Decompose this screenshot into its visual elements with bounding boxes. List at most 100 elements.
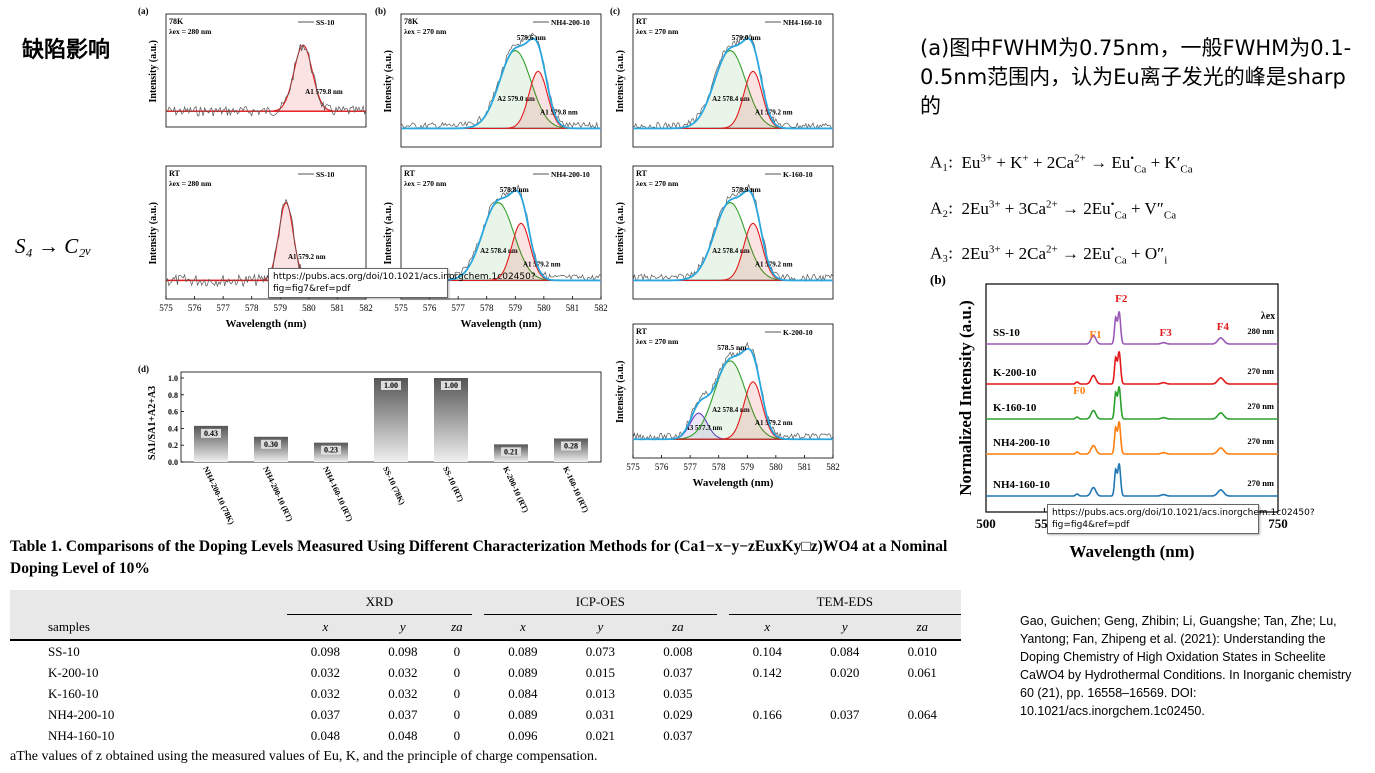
table-cell: 0.142	[752, 664, 782, 680]
table-cell: 0.015	[585, 664, 615, 680]
plot-frame	[165, 165, 367, 300]
panel-letter: (d)	[138, 364, 149, 374]
temperature-label: RT	[636, 169, 647, 178]
table-cell	[884, 725, 962, 746]
equation-a2: A₂: 2Eu3+ + 3Ca2+ → 2Eu•Ca + V″Ca	[930, 198, 1177, 222]
table-cell: 0.029	[663, 706, 693, 722]
measured-spectrum	[632, 33, 834, 130]
temperature-label: RT	[404, 169, 415, 178]
peak-label: A3 577.3 nm	[685, 424, 723, 432]
column-header: x	[728, 614, 807, 641]
y-axis-label: Intensity (a.u.)	[615, 50, 626, 113]
point-group-label: S₄ → C₂ᵥ	[15, 234, 92, 258]
plot-frame	[632, 165, 834, 300]
table-cell: 0	[453, 685, 461, 701]
table-cell: 0.098	[310, 643, 340, 659]
table-cell: 0.010	[907, 643, 937, 659]
peak-label: A2 578.4 nm	[480, 247, 518, 255]
temperature-label: 78K	[404, 17, 419, 26]
measured-spectrum	[165, 44, 367, 117]
emission-series	[986, 421, 1278, 455]
table-cell: NH4-200-10	[48, 706, 115, 722]
table-row: K-160-10 0.032 0.032 0 0.084 0.013 0.035	[10, 683, 961, 704]
y-tick-label: 0.0	[168, 458, 178, 467]
x-tick-label: 577	[683, 462, 697, 472]
plot-frame	[632, 323, 834, 459]
table-cell: 0.089	[508, 643, 538, 659]
table-cell: 0.032	[310, 685, 340, 701]
fit-envelope	[401, 37, 602, 130]
x-tick-label: 577	[216, 303, 230, 313]
bar-value-label: 0.28	[564, 441, 578, 450]
peak-label: A1 579.2 nm	[755, 260, 793, 268]
peak-a2	[632, 202, 834, 281]
table-cell: 0	[453, 643, 461, 659]
peak-a1	[165, 44, 367, 112]
x-tick-label: 578	[245, 303, 259, 313]
y-axis-label: Intensity (a.u.)	[615, 202, 626, 265]
x-tick-label: NH4-160-10 (RT)	[321, 465, 354, 523]
transition-label: F1	[1089, 329, 1101, 341]
excitation-label: λex = 270 nm	[636, 337, 679, 346]
y-tick-label: 0.2	[168, 441, 178, 450]
link-tooltip-fig4[interactable]: https://pubs.acs.org/doi/10.1021/acs.ino…	[1047, 504, 1315, 534]
table-cell: K-200-10	[48, 664, 99, 680]
peak-max-label: 579.0 nm	[732, 33, 762, 42]
table-cell: SS-10	[48, 643, 80, 659]
peak-label: A1 579.2 nm	[755, 419, 793, 427]
table-row: NH4-160-10 0.048 0.048 0 0.096 0.021 0.037	[10, 725, 961, 746]
x-tick-label: 578	[480, 303, 494, 313]
peak-max-label: 578.5 nm	[717, 343, 747, 352]
excitation-label: λex = 280 nm	[169, 27, 212, 36]
excitation-label: λex = 270 nm	[636, 27, 679, 36]
bar	[374, 378, 408, 462]
legend-entry: NH4-200-10	[551, 18, 590, 27]
table-cell: 0.084	[508, 685, 538, 701]
x-tick-label: 580	[769, 462, 783, 472]
excitation-label: λex = 270 nm	[636, 179, 679, 188]
table-cell	[806, 683, 883, 704]
peak-max-label: 579.6 nm	[517, 33, 547, 42]
table-cell: NH4-160-10	[48, 727, 115, 743]
table-cell: 0.013	[585, 685, 615, 701]
peak-label: A1 579.2 nm	[288, 253, 326, 261]
x-tick-label: SS-10 (78K)	[381, 465, 407, 506]
x-tick-label: 500	[976, 516, 996, 531]
x-tick-label: 580	[302, 303, 316, 313]
table-cell	[729, 725, 806, 746]
table-cell: 0	[453, 727, 461, 743]
peak-label: A1 579.2 nm	[755, 108, 793, 116]
temperature-label: RT	[636, 17, 647, 26]
bar	[434, 378, 468, 462]
emission-series	[986, 311, 1278, 345]
series-label: NH4-200-10	[993, 437, 1050, 449]
table-cell	[729, 683, 806, 704]
fit-envelope	[633, 37, 833, 130]
table-cell: 0.037	[388, 706, 418, 722]
table-cell: 0.048	[310, 727, 340, 743]
temperature-label: 78K	[169, 17, 184, 26]
column-header: za	[441, 614, 473, 641]
fwhm-note: (a)图中FWHM为0.75nm，一般FWHM为0.1-0.5nm范围内，认为E…	[920, 36, 1352, 118]
series-excitation: 270 nm	[1247, 366, 1274, 376]
table-cell: 0	[453, 664, 461, 680]
table-cell: 0.037	[830, 706, 860, 722]
slide-title: 缺陷影响	[22, 38, 111, 63]
x-tick-label: 575	[159, 303, 173, 313]
x-tick-label: 579	[509, 303, 523, 313]
bar-value-label: 1.00	[444, 381, 458, 390]
group-header: ICP-OES	[484, 590, 717, 615]
x-tick-label: 578	[712, 462, 726, 472]
table-cell: 0.064	[907, 706, 937, 722]
table-cell: 0.104	[752, 643, 782, 659]
table-cell: 0.020	[830, 664, 860, 680]
x-tick-label: 576	[423, 303, 437, 313]
table-cell: 0.032	[388, 664, 418, 680]
link-tooltip-fig7[interactable]: https://pubs.acs.org/doi/10.1021/acs.ino…	[268, 268, 536, 298]
table-footnote: aThe values of z obtained using the meas…	[10, 749, 598, 764]
peak-label: A1 579.8 nm	[305, 88, 343, 96]
transition-label: F4	[1217, 321, 1230, 333]
y-tick-label: 1.0	[168, 374, 178, 383]
emission-series	[986, 386, 1278, 420]
peak-max-label: 578.8 nm	[500, 185, 530, 194]
